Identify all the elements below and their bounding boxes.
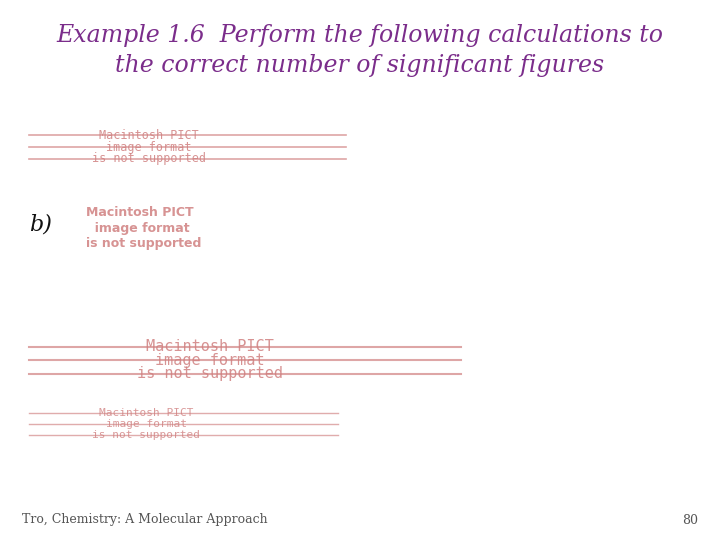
- Text: Macintosh PICT: Macintosh PICT: [99, 129, 199, 142]
- Text: Tro, Chemistry: A Molecular Approach: Tro, Chemistry: A Molecular Approach: [22, 514, 267, 526]
- Text: is not supported: is not supported: [86, 237, 202, 250]
- Text: 80: 80: [683, 514, 698, 526]
- Text: image format: image format: [156, 353, 265, 368]
- Text: image format: image format: [106, 419, 187, 429]
- Text: Macintosh PICT: Macintosh PICT: [86, 206, 194, 219]
- Text: Example 1.6  Perform the following calculations to
the correct number of signifi: Example 1.6 Perform the following calcul…: [56, 24, 664, 77]
- Text: is not supported: is not supported: [138, 367, 283, 381]
- Text: b): b): [29, 213, 52, 235]
- Text: Macintosh PICT: Macintosh PICT: [99, 408, 194, 418]
- Text: image format: image format: [107, 140, 192, 154]
- Text: Macintosh PICT: Macintosh PICT: [146, 340, 274, 354]
- Text: image format: image format: [86, 221, 190, 235]
- Text: is not supported: is not supported: [92, 430, 200, 440]
- Text: is not supported: is not supported: [92, 152, 206, 165]
